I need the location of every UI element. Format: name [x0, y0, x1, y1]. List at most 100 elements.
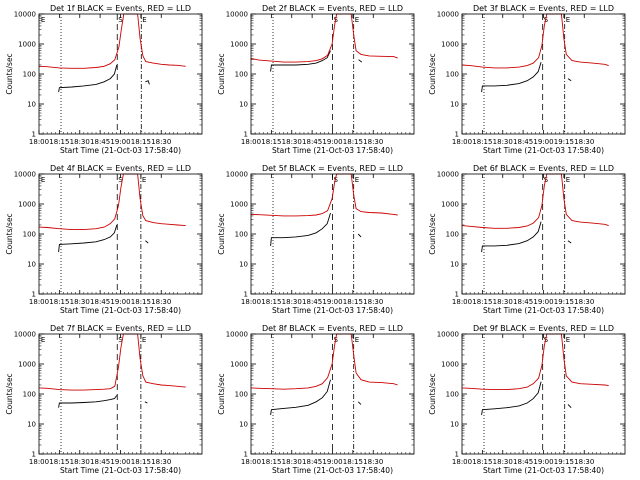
x-tick-label: 18:00: [452, 458, 472, 466]
marker-label: S: [544, 176, 549, 184]
y-tick-label: 10: [27, 261, 36, 269]
series-line-lld: [461, 333, 609, 391]
x-tick-label: 18:30: [70, 298, 90, 306]
y-tick-label: 1000: [441, 361, 459, 369]
marker-label: E: [142, 176, 146, 184]
x-tick-label: 18:15: [261, 458, 281, 466]
x-tick-label: 18:30: [574, 458, 594, 466]
chart-title: Det 3f BLACK = Events, RED = LLD: [473, 4, 614, 13]
y-tick-label: 10: [450, 421, 459, 429]
plot-frame: [461, 13, 626, 135]
y-tick-label: 1000: [230, 361, 248, 369]
x-tick-label: 18:15: [131, 458, 151, 466]
chart-panel-4: Det 4f BLACK = Events, RED = LLD Start Ti…: [5, 164, 203, 315]
x-tick-label: 19:15: [554, 298, 574, 306]
marker-label: E: [142, 336, 146, 344]
y-tick-label: 100: [446, 391, 459, 399]
x-tick-label: 18:00: [241, 298, 261, 306]
x-tick-label: 19:00: [533, 298, 553, 306]
plot-frame: [250, 333, 415, 455]
y-tick-label: 100: [23, 231, 36, 239]
y-axis-label: Counts/sec: [217, 53, 226, 94]
y-tick-label: 10000: [14, 331, 36, 339]
marker-label: S: [118, 16, 123, 24]
marker-label: E: [41, 336, 45, 344]
x-tick-label: 18:15: [49, 458, 69, 466]
marker-label: S: [334, 16, 339, 24]
y-tick-label: 100: [23, 71, 36, 79]
x-axis-label: Start Time (21-Oct-03 17:58:40): [483, 466, 604, 475]
x-tick-label: 19:15: [554, 458, 574, 466]
x-axis-label: Start Time (21-Oct-03 17:58:40): [272, 306, 393, 315]
x-axis-label: Start Time (21-Oct-03 17:58:40): [272, 146, 393, 155]
series-line-lld: [38, 13, 186, 69]
x-tick-label: 18:00: [29, 138, 49, 146]
x-tick-label: 18:45: [90, 138, 110, 146]
x-tick-label: 19:00: [110, 298, 130, 306]
x-axis-label: Start Time (21-Oct-03 17:58:40): [272, 466, 393, 475]
x-axis-label: Start Time (21-Oct-03 17:58:40): [483, 306, 604, 315]
series-line-events: [270, 379, 331, 416]
chart-panel-8: Det 8f BLACK = Events, RED = LLD Start Ti…: [217, 324, 415, 475]
x-axis-label: Start Time (21-Oct-03 17:58:40): [60, 466, 181, 475]
x-tick-label: 18:00: [241, 138, 261, 146]
marker-label: S: [544, 16, 549, 24]
x-tick-label: 19:00: [322, 458, 342, 466]
x-tick-label: 18:30: [363, 138, 383, 146]
y-tick-label: 10000: [437, 331, 459, 339]
y-axis-label: Counts/sec: [5, 53, 14, 94]
x-tick-label: 18:00: [452, 138, 472, 146]
x-tick-label: 18:30: [574, 298, 594, 306]
x-tick-label: 18:00: [452, 298, 472, 306]
x-tick-label: 18:30: [363, 458, 383, 466]
x-tick-label: 18:15: [49, 298, 69, 306]
x-tick-label: 18:15: [343, 298, 363, 306]
x-tick-label: 18:15: [472, 298, 492, 306]
plot-frame: [461, 173, 626, 295]
x-tick-label: 18:30: [151, 298, 171, 306]
series-line-events: [567, 404, 572, 409]
marker-label: E: [566, 176, 570, 184]
y-tick-label: 10: [27, 101, 36, 109]
chart-panel-5: Det 5f BLACK = Events, RED = LLD Start Ti…: [217, 164, 415, 315]
x-tick-label: 18:30: [493, 138, 513, 146]
series-line-lld: [250, 173, 398, 217]
y-tick-label: 1000: [441, 201, 459, 209]
y-tick-label: 100: [235, 391, 248, 399]
y-tick-label: 10000: [226, 331, 248, 339]
y-tick-label: 10000: [437, 11, 459, 19]
chart-title: Det 6f BLACK = Events, RED = LLD: [473, 164, 614, 173]
y-axis-label: Counts/sec: [217, 213, 226, 254]
marker-label: S: [334, 336, 339, 344]
x-tick-label: 18:45: [513, 138, 533, 146]
y-tick-label: 1000: [18, 201, 36, 209]
series-line-events: [481, 61, 542, 93]
x-tick-label: 19:00: [322, 138, 342, 146]
x-tick-label: 18:15: [131, 138, 151, 146]
chart-panel-9: Det 9f BLACK = Events, RED = LLD Start Ti…: [428, 324, 626, 475]
x-tick-label: 19:00: [110, 138, 130, 146]
y-tick-label: 1: [455, 451, 459, 459]
series-line-events: [270, 212, 331, 246]
chart-title: Det 8f BLACK = Events, RED = LLD: [262, 324, 403, 333]
x-tick-label: 18:30: [151, 138, 171, 146]
y-tick-label: 10000: [14, 11, 36, 19]
x-tick-label: 18:15: [472, 138, 492, 146]
x-tick-label: 18:45: [90, 458, 110, 466]
y-tick-label: 10000: [226, 171, 248, 179]
x-tick-label: 18:45: [302, 298, 322, 306]
y-tick-label: 10: [239, 261, 248, 269]
series-line-lld: [38, 333, 186, 391]
x-tick-label: 18:30: [70, 458, 90, 466]
series-line-events: [144, 401, 148, 404]
chart-title: Det 5f BLACK = Events, RED = LLD: [262, 164, 403, 173]
y-tick-label: 10000: [437, 171, 459, 179]
x-tick-label: 18:15: [261, 138, 281, 146]
marker-label: S: [118, 336, 123, 344]
series-line-lld: [250, 13, 398, 63]
y-tick-label: 1000: [230, 201, 248, 209]
series-line-events: [567, 78, 572, 82]
y-tick-label: 1: [244, 291, 248, 299]
marker-label: E: [41, 16, 45, 24]
